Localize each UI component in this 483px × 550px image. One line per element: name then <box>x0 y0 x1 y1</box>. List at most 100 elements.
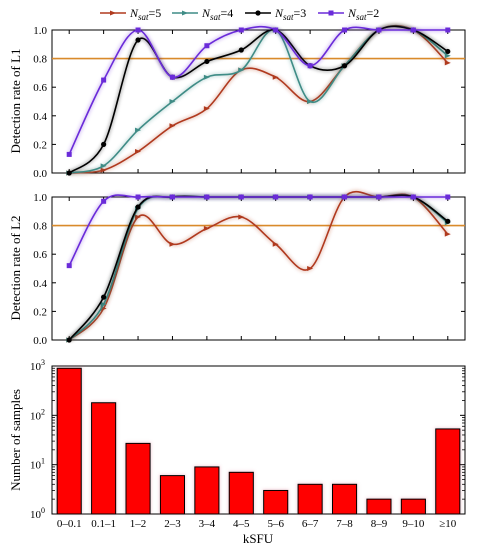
legend-label: Nsat=4 <box>201 6 233 22</box>
data-point <box>445 194 451 200</box>
series-halo <box>67 193 450 342</box>
series-nsat-2 <box>66 24 451 157</box>
x-tick-label: 0–0.1 <box>57 518 82 530</box>
data-point <box>66 151 72 157</box>
data-point <box>135 37 141 43</box>
data-point <box>444 53 451 59</box>
legend-marker <box>328 10 334 16</box>
x-tick-label: 3–4 <box>199 518 216 530</box>
data-point <box>204 194 210 200</box>
data-point <box>135 127 142 133</box>
y-tick-label: 101 <box>30 457 45 472</box>
data-point <box>342 194 348 200</box>
data-point <box>238 194 244 200</box>
data-point <box>341 63 348 69</box>
data-point <box>444 231 451 237</box>
bar-7 <box>297 483 324 515</box>
y-tick-label: 0.6 <box>33 82 47 94</box>
data-point <box>273 194 279 200</box>
data-point <box>204 58 210 65</box>
chart-panel-l1: 0.0 0.2 0.4 0.6 0.8 1.0 Detection rate of L1 <box>8 23 466 180</box>
bar <box>400 498 426 515</box>
series-halo <box>68 24 450 175</box>
x-tick-label: ≥10 <box>439 518 457 530</box>
chart-panel-l2: 0.0 0.2 0.4 0.6 0.8 1.0 Detection rate of L2 <box>8 189 466 347</box>
data-point <box>169 123 176 129</box>
data-point <box>238 47 244 53</box>
series-halo <box>67 193 449 342</box>
legend-label: Nsat=2 <box>347 6 379 22</box>
series-nsat-4 <box>66 24 451 176</box>
bar-6 <box>262 489 289 515</box>
bar-2 <box>124 442 152 515</box>
x-tick-label: 4–5 <box>233 518 250 530</box>
data-point <box>445 218 451 224</box>
data-point <box>307 99 314 104</box>
x-tick-label: 5–6 <box>267 518 284 530</box>
y-tick-label: 103 <box>30 358 45 373</box>
y-tick-label: 0.2 <box>33 306 47 318</box>
bar <box>194 466 220 515</box>
legend-item: Nsat=5 <box>100 6 161 22</box>
bar <box>228 471 254 515</box>
bar <box>366 498 392 515</box>
y-tick-label: 102 <box>30 407 45 422</box>
x-tick-label: 9–10 <box>402 518 425 530</box>
data-point <box>238 214 245 220</box>
bar <box>435 428 461 515</box>
data-point <box>410 194 416 200</box>
bar-5 <box>228 471 255 515</box>
data-point <box>101 77 107 83</box>
data-point <box>238 67 245 73</box>
data-point <box>204 43 210 49</box>
data-point <box>135 149 142 155</box>
x-tick-label: 2–3 <box>164 518 181 530</box>
data-point <box>66 170 72 176</box>
chart-panel-samples: 100 101 102 103 0–0.1 0.1–1 1–2 2–3 3–4 4–5 5–6 6–… <box>8 358 466 546</box>
data-point <box>101 141 107 147</box>
series-nsat-5 <box>66 189 451 343</box>
legend-item: Nsat=4 <box>172 6 233 22</box>
x-axis-label: kSFU <box>243 531 274 546</box>
data-point <box>272 74 279 80</box>
bar-10 <box>400 498 427 515</box>
data-point <box>307 266 314 271</box>
data-point <box>342 27 348 33</box>
legend: Nsat=5 Nsat=4 Nsat=3 Nsat=2 <box>100 6 379 22</box>
y-tick-label: 0.4 <box>33 111 47 123</box>
x-tick-label: 1–2 <box>130 518 147 530</box>
bar <box>331 483 358 515</box>
data-point <box>135 214 142 220</box>
bar-8 <box>331 483 358 515</box>
plot-area-samples <box>51 365 466 515</box>
data-point <box>66 263 72 269</box>
data-point <box>444 60 451 66</box>
legend-marker <box>110 10 116 16</box>
bar <box>263 489 289 515</box>
legend-item: Nsat=2 <box>318 6 379 22</box>
data-point <box>272 241 279 247</box>
data-point <box>203 106 210 112</box>
y-tick-label: 0.8 <box>33 54 47 66</box>
data-point <box>66 337 72 343</box>
series-nsat-3 <box>66 193 451 343</box>
plot-area-l1 <box>51 29 466 174</box>
data-point <box>169 74 175 80</box>
bar <box>125 442 151 515</box>
data-point <box>135 27 141 33</box>
bar <box>159 475 186 515</box>
data-point <box>169 194 175 200</box>
data-point <box>307 63 313 69</box>
data-point <box>410 27 416 33</box>
series-nsat-2 <box>66 193 451 269</box>
y-axis-label-samples: Number of samples <box>8 389 23 491</box>
data-point <box>101 198 107 204</box>
series-line <box>68 190 449 341</box>
y-tick-label: 0.6 <box>33 249 47 261</box>
series-halo <box>67 189 450 342</box>
data-point <box>203 74 210 80</box>
legend-label: Nsat=3 <box>274 6 306 22</box>
series-nsat-4 <box>66 193 451 343</box>
data-point <box>101 294 107 300</box>
data-point <box>203 225 210 231</box>
